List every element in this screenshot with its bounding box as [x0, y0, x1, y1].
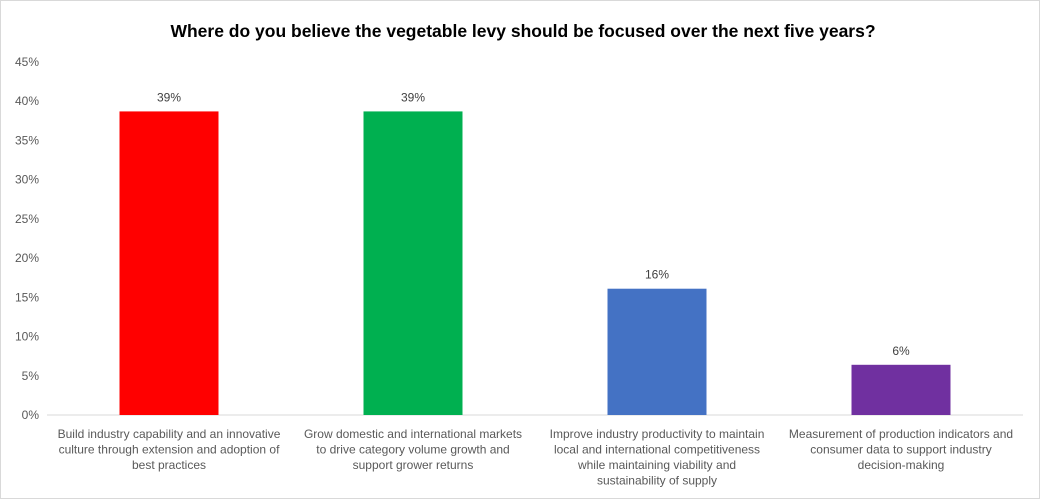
- y-tick-label: 35%: [15, 133, 39, 147]
- y-tick-label: 30%: [15, 173, 39, 187]
- category-label: Grow domestic and international markets t…: [304, 427, 522, 472]
- category-label: Measurement of production indicators and…: [789, 427, 1013, 472]
- y-tick-label: 25%: [15, 212, 39, 226]
- data-label: 6%: [892, 344, 910, 358]
- bars: [119, 111, 951, 416]
- bar: [607, 288, 707, 415]
- y-tick-label: 5%: [22, 369, 40, 383]
- category-label: Improve industry productivity to maintai…: [550, 427, 765, 488]
- y-tick-label: 0%: [22, 408, 40, 422]
- y-axis: 0% 5% 10% 15% 20% 25% 30% 35% 40% 45%: [15, 55, 39, 422]
- chart-title: Where do you believe the vegetable levy …: [170, 21, 875, 41]
- data-label: 16%: [645, 268, 669, 282]
- data-label: 39%: [157, 90, 181, 104]
- y-tick-label: 40%: [15, 94, 39, 108]
- y-tick-label: 45%: [15, 55, 39, 69]
- y-tick-label: 20%: [15, 251, 39, 265]
- bar: [851, 364, 951, 415]
- y-tick-label: 10%: [15, 330, 39, 344]
- category-label: Build industry capability and an innovat…: [58, 427, 281, 472]
- category-labels: Build industry capability and an innovat…: [58, 427, 1013, 488]
- data-label: 39%: [401, 90, 425, 104]
- data-labels: 39% 39% 16% 6%: [157, 90, 910, 357]
- bar: [363, 111, 463, 416]
- bar: [119, 111, 219, 416]
- y-tick-label: 15%: [15, 290, 39, 304]
